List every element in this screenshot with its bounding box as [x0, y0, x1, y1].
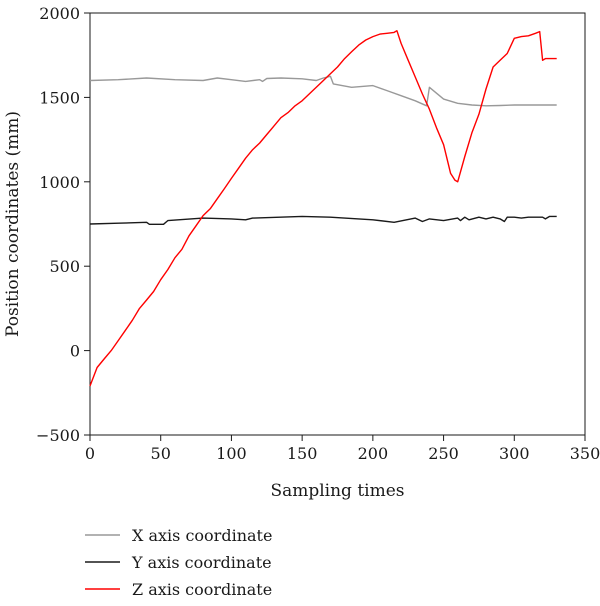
- y-tick-label: 1000: [39, 173, 80, 192]
- series-layer: [89, 30, 557, 387]
- y-tick-label: −500: [36, 426, 80, 445]
- y-tick-label: 2000: [39, 4, 80, 23]
- x-tick-label: 50: [151, 444, 171, 463]
- x-tick-label: 0: [85, 444, 95, 463]
- legend-label: Y axis coordinate: [131, 553, 272, 572]
- legend-label: X axis coordinate: [132, 526, 272, 545]
- x-tick-label: 350: [570, 444, 600, 463]
- x-axis-title: Sampling times: [270, 481, 404, 501]
- x-tick-label: 100: [216, 444, 247, 463]
- y-tick-label: 500: [49, 257, 80, 276]
- x-axis-ticks: 0 50 100 150 200 250 300 350: [85, 435, 600, 463]
- y-axis-title: Position coordinates (mm): [3, 111, 23, 337]
- series-line-x: [89, 75, 557, 107]
- legend: X axis coordinate Y axis coordinate Z axis…: [85, 526, 272, 599]
- x-tick-label: 150: [287, 444, 318, 463]
- y-tick-label: 0: [70, 342, 80, 361]
- legend-label: Z axis coordinate: [132, 580, 272, 599]
- plot-area: [89, 12, 586, 436]
- y-tick-label: 1500: [39, 88, 80, 107]
- x-tick-label: 300: [499, 444, 530, 463]
- y-axis-ticks: −500 0 500 1000 1500 2000: [36, 4, 90, 445]
- x-tick-label: 250: [428, 444, 459, 463]
- series-line-z: [89, 30, 557, 387]
- series-line-y: [89, 215, 557, 225]
- x-tick-label: 200: [358, 444, 389, 463]
